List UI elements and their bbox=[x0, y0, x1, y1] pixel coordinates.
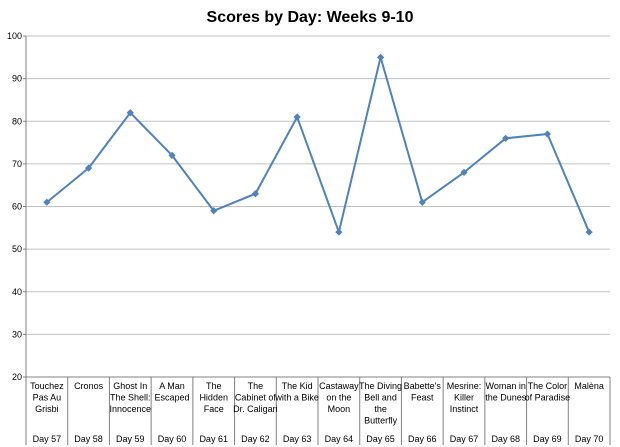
category-title-line: Ghost In bbox=[113, 381, 147, 391]
category-day-label: Day 61 bbox=[199, 434, 228, 444]
data-point-marker bbox=[502, 134, 510, 142]
category-title-line: Touchez bbox=[30, 381, 64, 391]
category-day-label: Day 58 bbox=[74, 434, 103, 444]
data-point-marker bbox=[43, 198, 51, 206]
category-title-line: the Dunes bbox=[485, 393, 527, 403]
category-day-label: Day 68 bbox=[491, 434, 520, 444]
data-point-marker bbox=[84, 164, 93, 172]
grid-lines bbox=[26, 35, 610, 335]
category-day-label: Day 67 bbox=[450, 434, 479, 444]
data-point-marker bbox=[543, 130, 552, 138]
category-day-label: Day 70 bbox=[575, 434, 604, 444]
category-day-label: Day 64 bbox=[325, 434, 354, 444]
category-title-line: Escaped bbox=[154, 393, 189, 403]
category-title-line: Instinct bbox=[450, 404, 479, 414]
data-point-marker bbox=[293, 113, 301, 121]
series-line bbox=[46, 56, 591, 234]
category-title-line: Bell and bbox=[364, 393, 397, 403]
y-tick-label: 60 bbox=[12, 202, 22, 212]
data-point-marker bbox=[251, 190, 260, 198]
category-title-line: Malèna bbox=[574, 381, 604, 391]
category-day-label: Day 59 bbox=[116, 434, 145, 444]
category-title-line: Moon bbox=[328, 404, 351, 414]
category-label-group: The Kid with a Bike Day 63 bbox=[274, 381, 319, 444]
category-title-line: Babette's bbox=[404, 381, 442, 391]
category-title-line: The Diving bbox=[359, 381, 402, 391]
y-tick-label: 20 bbox=[12, 372, 22, 382]
y-tick-label: 90 bbox=[12, 74, 22, 84]
category-title-line: Feast bbox=[411, 393, 434, 403]
category-title-line: Butterfly bbox=[364, 416, 398, 426]
category-title-line: with a Bike bbox=[274, 393, 319, 403]
category-title-line: on the bbox=[326, 393, 351, 403]
category-day-label: Day 63 bbox=[283, 434, 312, 444]
category-label-group: Malèna Day 70 bbox=[574, 381, 604, 444]
data-series bbox=[43, 53, 593, 236]
axes bbox=[23, 35, 611, 445]
data-point-marker bbox=[126, 109, 134, 117]
category-label-group: Babette's Feast Day 66 bbox=[404, 381, 442, 444]
category-day-label: Day 57 bbox=[33, 434, 62, 444]
category-title-line: Pas Au bbox=[33, 393, 62, 403]
y-tick-label: 50 bbox=[12, 244, 22, 254]
category-title-line: Face bbox=[204, 404, 224, 414]
category-title-line: Grisbi bbox=[35, 404, 59, 414]
category-title-line: of Paradise bbox=[525, 393, 571, 403]
category-title-line: Woman in bbox=[486, 381, 526, 391]
chart-title: Scores by Day: Weeks 9-10 bbox=[207, 9, 414, 26]
y-tick-label: 30 bbox=[12, 329, 22, 339]
category-day-label: Day 69 bbox=[533, 434, 562, 444]
y-tick-label: 100 bbox=[7, 31, 22, 41]
y-tick-label: 70 bbox=[12, 159, 22, 169]
data-point-marker bbox=[168, 151, 176, 159]
data-point-marker bbox=[460, 168, 468, 176]
category-label-group: Cronos Day 58 bbox=[74, 381, 104, 444]
category-label-group: A Man Escaped Day 60 bbox=[154, 381, 189, 444]
y-axis-tick-labels: 20 30 40 50 60 70 80 90 100 bbox=[7, 31, 22, 382]
category-label-group: The Color of Paradise Day 69 bbox=[525, 381, 571, 444]
y-tick-label: 40 bbox=[12, 287, 22, 297]
y-tick-label: 80 bbox=[12, 116, 22, 126]
category-title-line: Killer bbox=[454, 393, 474, 403]
category-title-line: Cabinet of bbox=[235, 393, 277, 403]
category-title-line: Castaway bbox=[319, 381, 359, 391]
category-title-line: The Color bbox=[528, 381, 568, 391]
category-label-group: Ghost In The Shell:Innocence Day 59 bbox=[110, 381, 152, 444]
category-day-label: Day 60 bbox=[158, 434, 187, 444]
category-title-line: The bbox=[248, 381, 264, 391]
data-point-marker bbox=[335, 228, 343, 236]
category-title-line: Dr. Caligari bbox=[233, 404, 278, 414]
data-point-marker bbox=[210, 207, 218, 215]
category-title-line: Cronos bbox=[74, 381, 104, 391]
category-title-line: The Kid bbox=[282, 381, 313, 391]
category-day-label: Day 62 bbox=[241, 434, 270, 444]
category-title-line: the bbox=[374, 404, 387, 414]
category-day-label: Day 65 bbox=[366, 434, 395, 444]
category-title-line: Innocence bbox=[110, 404, 152, 414]
data-point-marker bbox=[418, 198, 426, 206]
category-title-line: Hidden bbox=[199, 393, 228, 403]
category-day-label: Day 66 bbox=[408, 434, 437, 444]
category-title-line: The bbox=[206, 381, 222, 391]
category-title-line: Mesrine: bbox=[447, 381, 482, 391]
category-title-line: The Shell: bbox=[110, 393, 151, 403]
data-point-marker bbox=[376, 53, 385, 61]
category-label-group: Woman in the Dunes Day 68 bbox=[485, 381, 527, 444]
data-point-marker bbox=[585, 228, 593, 236]
category-title-line: A Man bbox=[159, 381, 185, 391]
